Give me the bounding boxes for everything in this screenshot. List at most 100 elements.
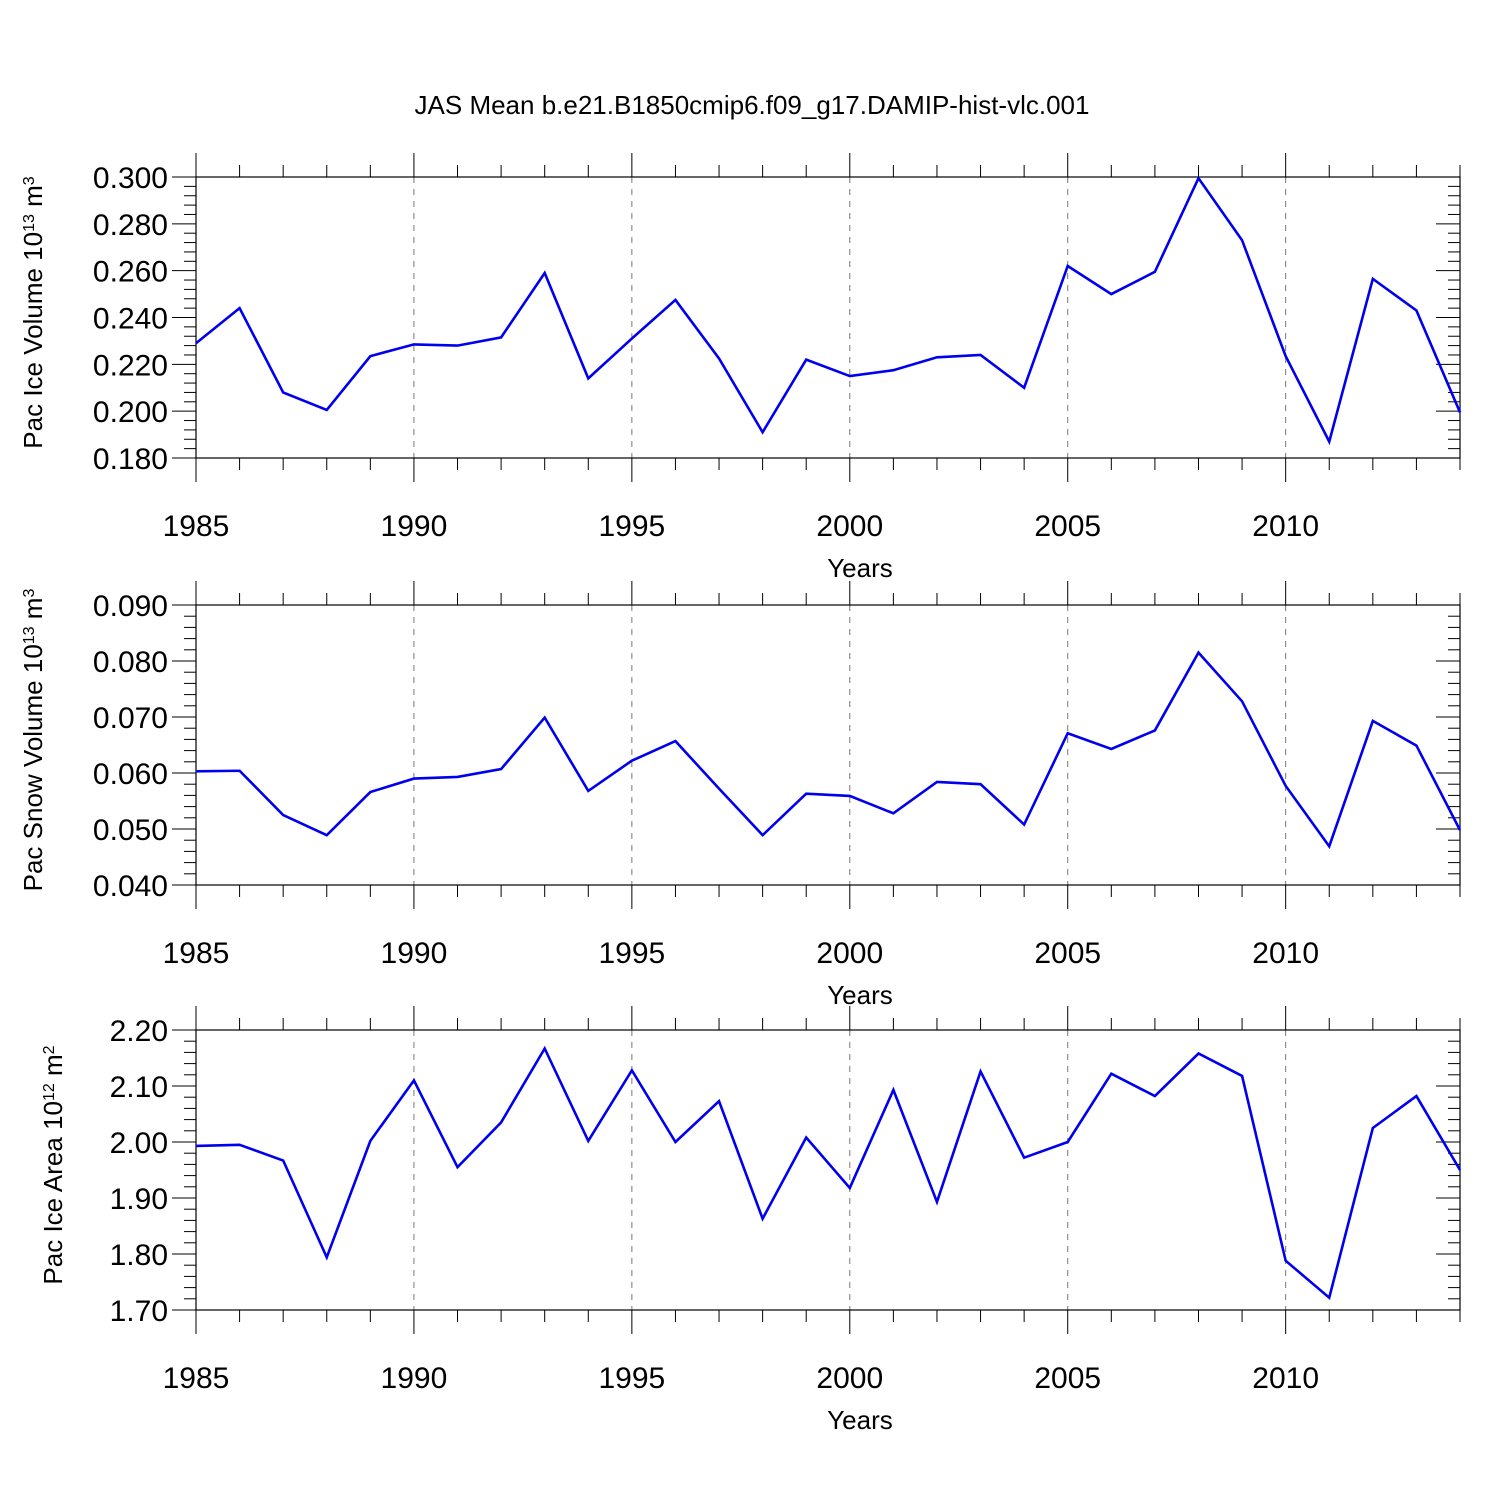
data-point: [239, 770, 241, 772]
data-point: [1328, 1297, 1330, 1299]
data-point: [1067, 1141, 1069, 1143]
x-tick-label: 1995: [598, 937, 665, 970]
x-tick-label: 1990: [381, 510, 448, 543]
data-point: [1067, 732, 1069, 734]
x-tick-label: 2005: [1034, 1362, 1101, 1395]
x-axis-label: Years: [827, 1405, 893, 1435]
data-point: [1459, 1169, 1461, 1171]
x-tick-label: 1990: [381, 937, 448, 970]
data-series-line: [195, 175, 1462, 446]
data-point: [892, 812, 894, 814]
x-tick-label: 2005: [1034, 937, 1101, 970]
x-tick-label: 2010: [1252, 937, 1319, 970]
data-point: [413, 1079, 415, 1081]
data-point: [1197, 652, 1199, 654]
y-tick-label: 1.80: [110, 1239, 168, 1272]
x-tick-label: 2005: [1034, 510, 1101, 543]
data-point: [1241, 700, 1243, 702]
x-axis-label: Years: [827, 553, 893, 583]
data-point: [1023, 387, 1025, 389]
data-point: [457, 1166, 459, 1168]
data-point: [980, 783, 982, 785]
data-point: [1372, 1127, 1374, 1129]
data-point: [1110, 293, 1112, 295]
data-point: [1241, 239, 1243, 241]
data-point: [805, 1137, 807, 1139]
y-axis-label: Pac Ice Volume 1013 m3: [18, 176, 48, 449]
data-point: [1197, 177, 1199, 179]
data-point: [239, 307, 241, 309]
data-point: [282, 814, 284, 816]
y-tick-label: 0.050: [93, 814, 168, 847]
data-point: [674, 299, 676, 301]
x-tick-label: 2010: [1252, 1362, 1319, 1395]
y-tick-label: 1.70: [110, 1295, 168, 1328]
y-tick-label: 0.070: [93, 702, 168, 735]
x-tick-label: 1995: [598, 1362, 665, 1395]
plot-frame: [195, 1029, 1461, 1311]
y-tick-label: 0.090: [93, 590, 168, 623]
data-point: [282, 1159, 284, 1161]
data-point: [195, 770, 197, 772]
data-point: [674, 1141, 676, 1143]
data-point: [239, 1144, 241, 1146]
data-point: [849, 795, 851, 797]
y-tick-label: 0.300: [93, 162, 168, 195]
data-point: [413, 343, 415, 345]
x-tick-label: 2000: [816, 937, 883, 970]
y-tick-label: 0.280: [93, 209, 168, 242]
data-point: [326, 409, 328, 411]
panel-1: 0.180 0.200 0.220 0.240 0.260 0.280 0.300 1985 1…: [18, 153, 1462, 583]
data-point: [369, 791, 371, 793]
data-point: [500, 768, 502, 770]
data-point: [587, 1140, 589, 1142]
data-point: [326, 1256, 328, 1258]
data-point: [326, 834, 328, 836]
data-point: [762, 431, 764, 433]
x-tick-label: 1985: [163, 937, 230, 970]
y-tick-label: 2.00: [110, 1127, 168, 1160]
y-tick-label: 0.220: [93, 349, 168, 382]
data-point: [369, 355, 371, 357]
data-point: [1459, 829, 1461, 831]
data-point: [980, 1070, 982, 1072]
y-tick-label: 0.060: [93, 758, 168, 791]
data-point: [1372, 720, 1374, 722]
data-point: [1110, 748, 1112, 750]
plot-frame: [195, 604, 1461, 886]
data-point: [892, 369, 894, 371]
data-point: [1415, 309, 1417, 311]
data-point: [500, 1121, 502, 1123]
data-point: [936, 781, 938, 783]
y-tick-label: 0.260: [93, 256, 168, 289]
data-point: [544, 1047, 546, 1049]
x-tick-label: 1985: [163, 510, 230, 543]
data-point: [1067, 265, 1069, 267]
data-point: [195, 342, 197, 344]
data-series-line: [195, 1045, 1462, 1301]
data-point: [1415, 1095, 1417, 1097]
x-tick-label: 1990: [381, 1362, 448, 1395]
data-point: [718, 1100, 720, 1102]
data-point: [1241, 1075, 1243, 1077]
data-point: [718, 788, 720, 790]
y-tick-label: 1.90: [110, 1183, 168, 1216]
x-tick-label: 2000: [816, 510, 883, 543]
y-tick-label: 2.10: [110, 1071, 168, 1104]
data-point: [282, 391, 284, 393]
y-tick-label: 0.040: [93, 870, 168, 903]
data-point: [936, 356, 938, 358]
y-tick-label: 0.180: [93, 443, 168, 476]
data-point: [1328, 845, 1330, 847]
data-point: [544, 717, 546, 719]
data-point: [718, 357, 720, 359]
data-point: [500, 336, 502, 338]
data-point: [195, 1145, 197, 1147]
data-point: [762, 1218, 764, 1220]
data-point: [1372, 278, 1374, 280]
data-point: [1285, 355, 1287, 357]
data-point: [805, 359, 807, 361]
data-point: [1023, 1157, 1025, 1159]
data-series-line: [195, 650, 1462, 850]
